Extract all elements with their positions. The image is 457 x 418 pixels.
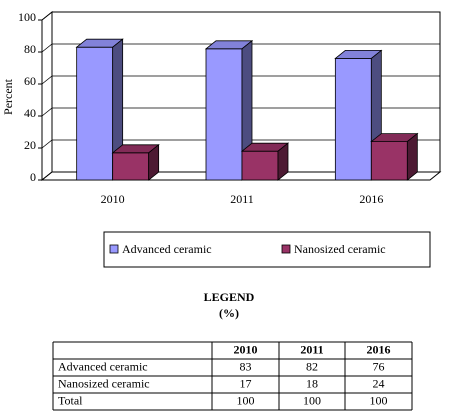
- side-wall: [41, 10, 53, 182]
- table-header: 2010: [234, 342, 258, 356]
- table-header: 2016: [367, 342, 391, 356]
- legend-swatch: [281, 244, 291, 254]
- x-tick-label: 2016: [359, 192, 383, 206]
- y-tick-label: 0: [30, 170, 36, 184]
- bar: [205, 48, 243, 181]
- bar-side: [148, 143, 160, 181]
- table-row-label: Total: [58, 393, 83, 407]
- legend-label: Advanced ceramic: [122, 242, 212, 256]
- bar-side: [277, 142, 289, 181]
- bar: [334, 58, 372, 181]
- grid-line: [41, 139, 440, 149]
- grid-line: [41, 107, 440, 117]
- table-cell: 100: [370, 393, 388, 407]
- bar: [112, 152, 150, 181]
- grid-line: [41, 171, 440, 181]
- bar: [370, 141, 408, 181]
- table-title: LEGEND: [204, 290, 255, 304]
- x-tick-label: 2010: [101, 192, 125, 206]
- table-cell: 76: [373, 359, 385, 373]
- grid-line: [41, 11, 440, 21]
- table-cell: 18: [306, 376, 318, 390]
- table-subtitle: (%): [219, 306, 239, 320]
- table-cell: 17: [240, 376, 252, 390]
- y-tick-label: 80: [24, 42, 36, 56]
- bar-side: [406, 132, 418, 181]
- table-cell: 83: [240, 359, 252, 373]
- y-tick-label: 20: [24, 138, 36, 152]
- table-cell: 24: [373, 376, 385, 390]
- legend-box: [103, 231, 431, 268]
- table-cell: 82: [306, 359, 318, 373]
- table-row-label: Nanosized ceramic: [58, 376, 150, 390]
- y-tick-label: 100: [18, 10, 36, 24]
- y-tick-label: 60: [24, 74, 36, 88]
- y-tick-label: 40: [24, 106, 36, 120]
- bar: [241, 150, 279, 181]
- table-cell: 100: [237, 393, 255, 407]
- x-tick-label: 2011: [230, 192, 254, 206]
- legend-swatch: [109, 244, 119, 254]
- table-cell: 100: [303, 393, 321, 407]
- grid-line: [41, 75, 440, 85]
- table-row-label: Advanced ceramic: [58, 359, 148, 373]
- bar: [76, 46, 114, 181]
- legend-label: Nanosized ceramic: [294, 242, 386, 256]
- y-axis-label: Percent: [1, 78, 15, 115]
- grid-line: [41, 43, 440, 53]
- table-header: 2011: [300, 342, 323, 356]
